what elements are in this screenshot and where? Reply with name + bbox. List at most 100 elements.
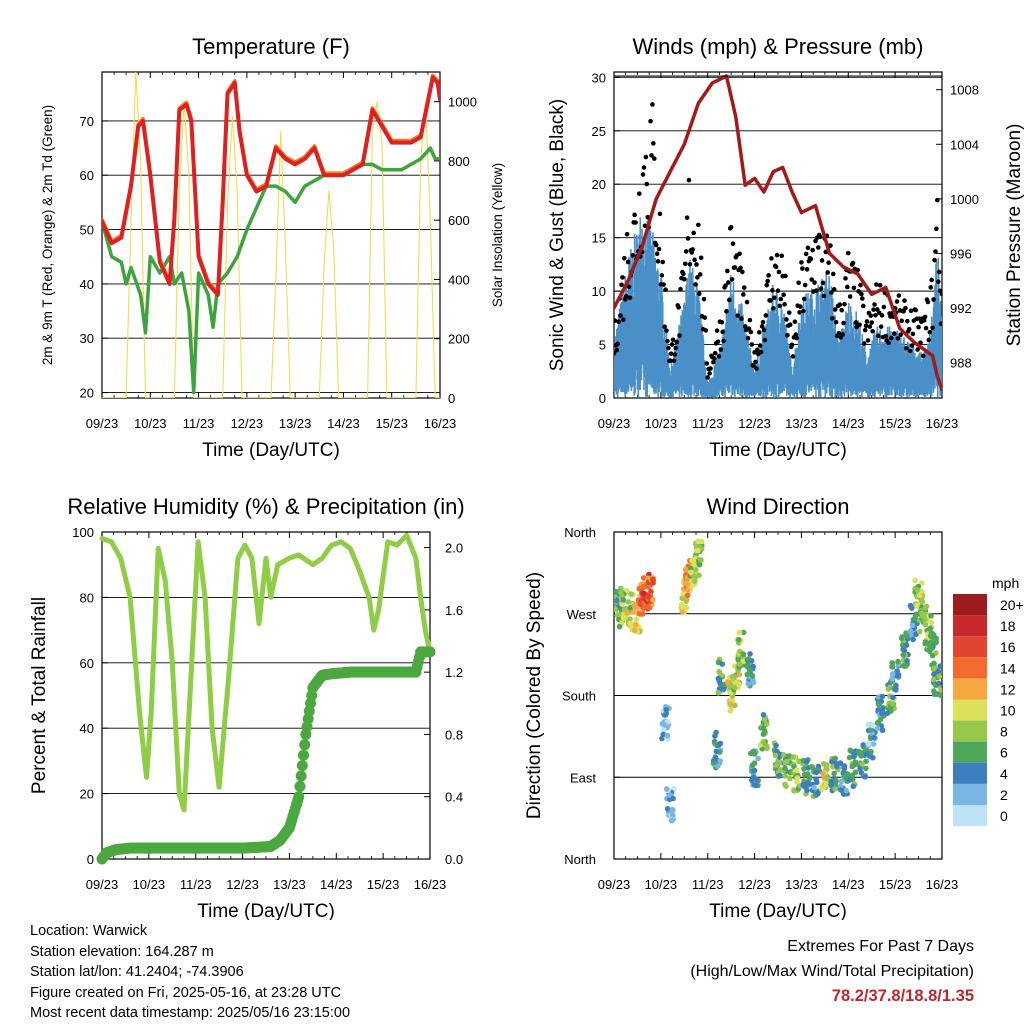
- gust-point: [651, 141, 656, 146]
- speed-legend: mph 20+ 18 16 14 12 10 8 6 4 2 0: [953, 575, 1024, 827]
- gust-point: [643, 154, 649, 160]
- gust-point: [654, 251, 660, 257]
- gust-point: [716, 353, 722, 359]
- gust-point: [813, 238, 818, 244]
- gust-point: [763, 313, 769, 318]
- gust-point: [714, 328, 720, 333]
- direction-point: [890, 694, 896, 701]
- location-text: Location: Warwick: [30, 923, 148, 939]
- direction-point: [764, 721, 770, 727]
- panel-4: Wind Direction 09/23 10/23 11/23 12/23 13/23 1…: [524, 494, 1024, 920]
- gust-point: [935, 197, 940, 203]
- direction-point: [843, 787, 850, 794]
- direction-point: [620, 597, 627, 603]
- direction-point: [745, 656, 752, 662]
- direction-point: [927, 625, 933, 632]
- legend-label: 2: [1000, 787, 1008, 803]
- legend-swatch: [953, 720, 987, 742]
- gust-point: [729, 277, 735, 282]
- direction-point: [874, 725, 881, 732]
- gust-point: [686, 177, 692, 183]
- direction-point: [818, 786, 825, 792]
- direction-point: [631, 608, 637, 615]
- gust-point: [730, 241, 736, 247]
- y2-tick-label: 1000: [448, 95, 477, 110]
- direction-point: [649, 576, 656, 583]
- gust-point: [695, 275, 700, 280]
- direction-point: [903, 630, 909, 636]
- y-tick-label: 100: [72, 525, 94, 540]
- gust-point: [746, 326, 752, 331]
- direction-point: [713, 748, 720, 755]
- gust-point: [908, 308, 914, 314]
- direction-point: [927, 648, 933, 655]
- legend-swatch: [953, 805, 987, 827]
- gust-point: [761, 327, 767, 333]
- gust-point: [737, 251, 742, 257]
- direction-point: [900, 646, 906, 653]
- gust-point: [630, 253, 636, 258]
- direction-point: [914, 602, 920, 609]
- gust-point: [674, 339, 680, 345]
- direction-point: [790, 754, 797, 760]
- direction-point: [669, 811, 676, 818]
- direction-point: [715, 690, 722, 696]
- gust-point: [870, 328, 875, 334]
- gust-point: [775, 288, 781, 293]
- gust-point: [771, 306, 776, 311]
- x-tick-label: 12/23: [231, 416, 264, 431]
- legend-swatch: [953, 762, 987, 784]
- gust-point: [809, 277, 815, 282]
- gust-point: [840, 332, 845, 337]
- legend-label: 6: [1000, 745, 1008, 761]
- gust-point: [789, 342, 795, 348]
- gust-point: [865, 338, 871, 343]
- direction-point: [870, 741, 877, 747]
- direction-point: [761, 716, 768, 722]
- gust-point: [805, 245, 811, 251]
- direction-point: [695, 538, 702, 545]
- y-tick-label: 20: [80, 386, 94, 401]
- precip-point: [299, 739, 311, 751]
- direction-point: [749, 762, 756, 769]
- direction-point: [729, 673, 736, 680]
- direction-data: [614, 538, 942, 824]
- y-tick-label: 0: [599, 391, 606, 406]
- direction-point: [804, 787, 810, 794]
- direction-point: [813, 769, 820, 776]
- gust-point: [927, 329, 933, 335]
- gust-point: [778, 296, 784, 302]
- gust-point: [841, 320, 846, 326]
- gust-point: [933, 249, 938, 254]
- legend-label: 10: [1000, 703, 1016, 719]
- direction-point: [640, 575, 647, 581]
- gust-point: [764, 282, 770, 288]
- rh-line: [99, 532, 433, 813]
- x-tick-label: 16/23: [926, 877, 959, 892]
- direction-point: [850, 783, 857, 790]
- panel-title: Temperature (F): [192, 34, 350, 59]
- extremes-block: Extremes For Past 7 Days (High/Low/Max W…: [690, 934, 974, 1009]
- gust-point: [889, 335, 894, 341]
- direction-point: [880, 705, 886, 711]
- gust-point: [753, 359, 758, 365]
- gust-point: [619, 282, 624, 288]
- legend-label: 16: [1000, 639, 1016, 655]
- direction-point: [715, 763, 721, 769]
- gust-point: [656, 246, 662, 252]
- y-tick-label: 40: [80, 721, 94, 736]
- direction-point: [884, 710, 891, 716]
- gust-point: [649, 153, 654, 158]
- y2-axis-label: Station Pressure (Maroon): [1004, 124, 1024, 347]
- precip-point: [296, 760, 308, 772]
- gust-point: [769, 256, 774, 261]
- direction-point: [936, 673, 942, 680]
- gust-point: [624, 231, 630, 237]
- direction-point: [863, 765, 869, 772]
- direction-point: [791, 788, 797, 794]
- x-tick-label: 11/23: [692, 877, 724, 892]
- gust-point: [819, 258, 825, 263]
- gust-point: [742, 324, 748, 329]
- station-info: Location: Warwick Station elevation: 164…: [30, 921, 350, 1024]
- gust-point: [653, 242, 659, 248]
